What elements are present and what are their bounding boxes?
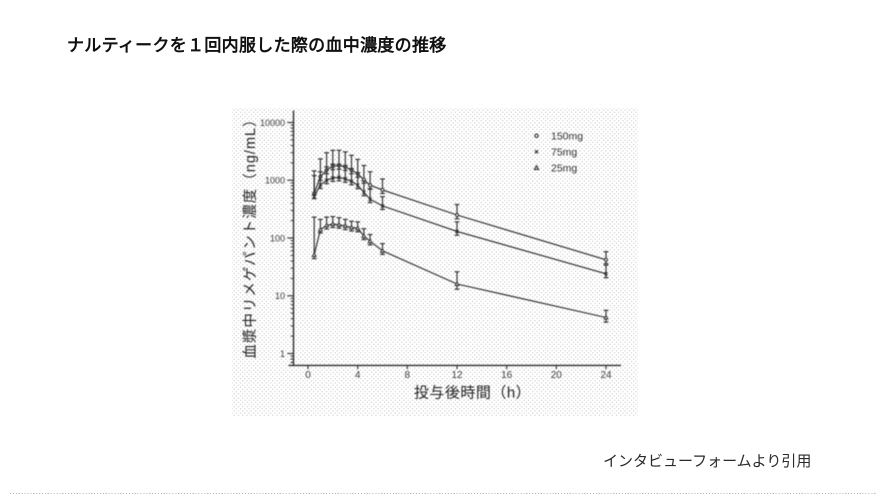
svg-text:150mg: 150mg [551, 131, 583, 143]
svg-text:25mg: 25mg [551, 163, 577, 175]
svg-text:100: 100 [270, 233, 285, 243]
svg-text:12: 12 [451, 370, 463, 381]
svg-text:10: 10 [275, 291, 285, 301]
svg-text:1: 1 [280, 349, 285, 359]
svg-text:8: 8 [405, 370, 411, 381]
svg-text:24: 24 [600, 370, 612, 381]
svg-text:20: 20 [551, 370, 563, 381]
svg-text:75mg: 75mg [551, 147, 577, 159]
svg-text:16: 16 [501, 370, 513, 381]
svg-text:1000: 1000 [265, 176, 285, 186]
svg-text:血漿中リメゲパント濃度（ng/mL）: 血漿中リメゲパント濃度（ng/mL） [242, 111, 259, 358]
svg-text:0: 0 [305, 370, 311, 381]
svg-text:4: 4 [355, 370, 361, 381]
svg-text:10000: 10000 [260, 118, 285, 128]
svg-text:投与後時間（h）: 投与後時間（h） [414, 385, 531, 402]
